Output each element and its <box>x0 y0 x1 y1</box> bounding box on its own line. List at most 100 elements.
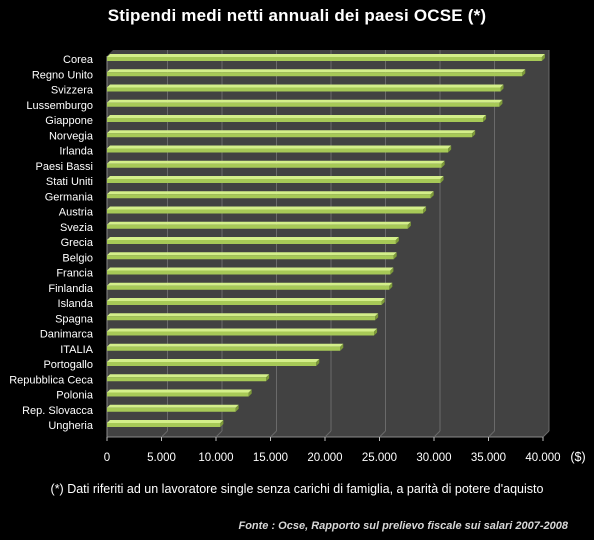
bar-end-face <box>522 69 526 77</box>
bar <box>107 362 317 366</box>
bar <box>107 270 391 275</box>
bar-top-face <box>107 282 393 286</box>
gridline-foot <box>379 430 386 438</box>
bar-top-face <box>107 191 434 195</box>
bar-end-face <box>448 145 452 153</box>
bar <box>107 163 442 168</box>
x-tick-label: 0 <box>104 452 110 464</box>
category-label: Grecia <box>61 237 94 249</box>
bar-top-face <box>107 237 399 240</box>
bar-top-face <box>107 389 252 393</box>
category-label: Portogallo <box>43 359 93 371</box>
category-label: Spagna <box>55 313 94 325</box>
category-label: Norvegia <box>49 130 94 142</box>
category-label: Ungheria <box>48 420 94 432</box>
bar <box>107 224 408 229</box>
category-label: ITALIA <box>60 344 93 356</box>
bar <box>107 194 431 199</box>
bar-end-face <box>390 267 394 275</box>
bar-top-face <box>107 267 394 271</box>
bar <box>107 240 396 244</box>
chart-title: Stipendi medi netti annuali dei paesi OC… <box>107 6 487 25</box>
bar-top-face <box>107 54 545 57</box>
category-label: Rep. Slovacca <box>22 405 94 417</box>
gridline-foot <box>324 430 332 438</box>
bar <box>107 255 394 260</box>
bar <box>107 72 523 77</box>
bar-end-face <box>375 313 379 321</box>
category-label: Svezia <box>60 222 94 234</box>
source-note: Fonte : Ocse, Rapporto sul prelievo fisc… <box>238 520 568 532</box>
gridline-foot <box>270 430 277 438</box>
bar-end-face <box>407 221 411 229</box>
category-label: Polonia <box>56 390 94 402</box>
x-tick-label: 35.000 <box>471 452 506 464</box>
category-label: Paesi Bassi <box>36 161 93 173</box>
bar-end-face <box>266 374 270 382</box>
category-label: Germania <box>45 191 94 203</box>
bar-end-face <box>395 237 399 244</box>
bar <box>107 301 382 305</box>
category-label: Repubblica Ceca <box>9 374 94 386</box>
bar-top-face <box>107 420 224 423</box>
bar <box>107 407 236 412</box>
category-label: Belgio <box>62 252 93 264</box>
gridline-foot <box>488 430 495 438</box>
bar-end-face <box>381 298 385 305</box>
bar-end-face <box>440 176 444 183</box>
bar-top-face <box>107 359 320 362</box>
category-label: Lussemburgo <box>26 100 93 112</box>
bar-top-face <box>107 206 427 210</box>
bar-top-face <box>107 343 344 347</box>
bar-end-face <box>220 420 224 427</box>
bar-top-face <box>107 176 444 179</box>
bar-end-face <box>235 404 239 412</box>
bar <box>107 316 376 321</box>
bar <box>107 133 473 138</box>
bar <box>107 87 501 92</box>
bar-top-face <box>107 84 504 88</box>
gridline-foot <box>542 430 550 438</box>
bar <box>107 285 390 290</box>
gridline-foot <box>161 430 168 438</box>
bar-end-face <box>393 252 397 260</box>
bar-top-face <box>107 404 239 408</box>
bar-end-face <box>248 389 252 397</box>
category-label: Francia <box>56 268 94 280</box>
category-label: Stati Uniti <box>46 176 93 188</box>
category-label: Islanda <box>58 298 94 310</box>
bar-end-face <box>389 282 393 290</box>
bar-end-face <box>541 54 545 61</box>
x-tick-label: 20.000 <box>307 452 342 464</box>
x-tick-label: 5.000 <box>147 452 176 464</box>
category-label: Giappone <box>45 115 93 127</box>
bar-end-face <box>423 206 427 214</box>
bar <box>107 148 449 153</box>
gridline-foot <box>433 430 441 438</box>
gridline-foot <box>215 430 223 438</box>
footnote: (*) Dati riferiti ad un lavoratore singl… <box>50 482 544 496</box>
category-label: Austria <box>59 207 94 219</box>
bar-end-face <box>483 115 487 122</box>
bar-top-face <box>107 313 379 317</box>
bar <box>107 331 375 336</box>
category-label: Svizzera <box>51 85 94 97</box>
bar-top-face <box>107 374 270 378</box>
bar-end-face <box>430 191 434 199</box>
x-tick-label: 30.000 <box>416 452 451 464</box>
bar <box>107 102 500 107</box>
category-label: Corea <box>63 54 94 66</box>
bar-top-face <box>107 145 452 149</box>
bar-end-face <box>499 99 503 107</box>
category-label: Danimarca <box>40 329 94 341</box>
x-axis-unit-label: ($) <box>570 450 585 464</box>
bar <box>107 179 441 183</box>
category-label: Regno Unito <box>32 69 93 81</box>
bar-top-face <box>107 298 385 301</box>
category-label: Irlanda <box>59 146 94 158</box>
bar-end-face <box>441 160 445 168</box>
bar-end-face <box>374 328 378 336</box>
bar-top-face <box>107 99 503 103</box>
bar-top-face <box>107 115 487 118</box>
